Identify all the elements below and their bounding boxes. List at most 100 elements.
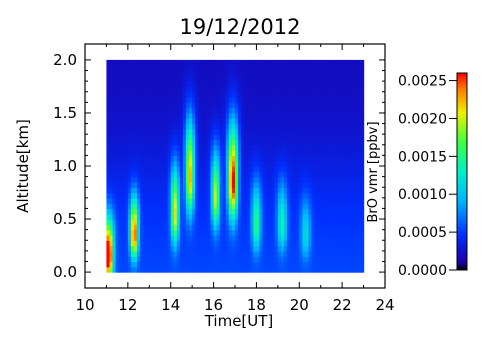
heatmap-cell — [317, 102, 322, 109]
heatmap-cell — [158, 134, 163, 141]
heatmap-cell — [241, 107, 245, 114]
heatmap-cell — [182, 213, 187, 220]
heatmap-cell — [195, 261, 199, 268]
heatmap-cell — [283, 102, 288, 109]
heatmap-cell — [244, 240, 248, 247]
heatmap-cell — [351, 144, 355, 151]
heatmap-cell — [293, 181, 297, 188]
heatmap-cell — [287, 250, 291, 257]
heatmap-cell — [280, 107, 285, 114]
heatmap-cell — [216, 266, 221, 273]
heatmap-cell — [311, 224, 316, 231]
heatmap-cell — [152, 150, 157, 156]
heatmap-cell — [339, 171, 343, 178]
heatmap-cell — [250, 219, 254, 225]
heatmap-cell — [173, 219, 178, 225]
heatmap-cell — [326, 155, 331, 162]
heatmap-cell — [268, 86, 273, 93]
heatmap-cell — [143, 245, 147, 252]
heatmap-cell — [112, 208, 117, 215]
heatmap-cell — [296, 155, 300, 162]
heatmap-cell — [342, 150, 346, 156]
heatmap-cell — [287, 59, 291, 66]
heatmap-cell — [283, 245, 288, 252]
heatmap-cell — [283, 208, 288, 215]
heatmap-cell — [146, 229, 150, 236]
heatmap-cell — [302, 70, 307, 77]
heatmap-cell — [262, 245, 267, 252]
heatmap-cell — [342, 107, 346, 114]
heatmap-cell — [106, 181, 111, 188]
heatmap-cell — [204, 75, 209, 82]
heatmap-cell — [317, 219, 322, 225]
heatmap-cell — [323, 234, 328, 241]
heatmap-cell — [302, 192, 307, 199]
heatmap-cell — [106, 250, 111, 257]
heatmap-cell — [127, 203, 132, 210]
heatmap-cell — [244, 65, 248, 72]
heatmap-cell — [121, 112, 126, 119]
heatmap-cell — [149, 192, 153, 199]
heatmap-cell — [329, 107, 334, 114]
heatmap-cell — [259, 97, 264, 103]
heatmap-cell — [271, 150, 276, 156]
heatmap-cell — [271, 213, 276, 220]
heatmap-cell — [124, 213, 129, 220]
heatmap-cell — [198, 128, 202, 135]
heatmap-cell — [152, 171, 157, 178]
heatmap-cell — [167, 256, 172, 263]
heatmap-cell — [259, 256, 264, 263]
heatmap-cell — [317, 261, 322, 268]
heatmap-cell — [265, 192, 270, 199]
heatmap-cell — [271, 59, 276, 66]
heatmap-cell — [158, 261, 163, 268]
heatmap-cell — [210, 261, 215, 268]
heatmap-cell — [121, 256, 126, 263]
heatmap-cell — [115, 102, 120, 109]
heatmap-cell — [332, 192, 337, 199]
heatmap-cell — [133, 150, 138, 156]
heatmap-cell — [345, 197, 349, 204]
heatmap-cell — [320, 240, 325, 247]
heatmap-cell — [106, 166, 111, 172]
heatmap-cell — [201, 59, 205, 66]
heatmap-cell — [140, 86, 144, 93]
heatmap-cell — [329, 160, 334, 167]
heatmap-cell — [198, 245, 202, 252]
heatmap-cell — [302, 234, 307, 241]
heatmap-cell — [268, 97, 273, 103]
heatmap-cell — [235, 150, 239, 156]
heatmap-cell — [357, 123, 362, 130]
heatmap-cell — [207, 208, 212, 215]
heatmap-cell — [308, 250, 313, 257]
heatmap-cell — [158, 75, 163, 82]
heatmap-cell — [137, 70, 141, 77]
y-tick-label: 0.5 — [53, 210, 77, 228]
heatmap-cell — [207, 160, 212, 167]
heatmap-cell — [228, 107, 233, 114]
heatmap-cell — [216, 160, 221, 167]
heatmap-cell — [314, 144, 319, 151]
heatmap-cell — [130, 91, 135, 98]
heatmap-cell — [296, 219, 300, 225]
heatmap-cell — [262, 102, 267, 109]
heatmap-cell — [357, 176, 362, 183]
heatmap-cell — [106, 86, 111, 93]
heatmap-cell — [133, 59, 138, 66]
heatmap-cell — [302, 65, 307, 72]
heatmap-cell — [311, 144, 316, 151]
heatmap-cell — [213, 139, 218, 146]
heatmap-cell — [186, 187, 190, 194]
heatmap-cell — [219, 134, 224, 141]
heatmap-cell — [265, 203, 270, 210]
heatmap-cell — [189, 112, 193, 119]
heatmap-cell — [124, 144, 129, 151]
heatmap-cell — [189, 176, 193, 183]
heatmap-cell — [271, 134, 276, 141]
heatmap-cell — [283, 234, 288, 241]
heatmap-cell — [235, 181, 239, 188]
heatmap-cell — [308, 181, 313, 188]
heatmap-cell — [149, 234, 153, 241]
heatmap-cell — [299, 166, 303, 172]
heatmap-cell — [179, 123, 184, 130]
